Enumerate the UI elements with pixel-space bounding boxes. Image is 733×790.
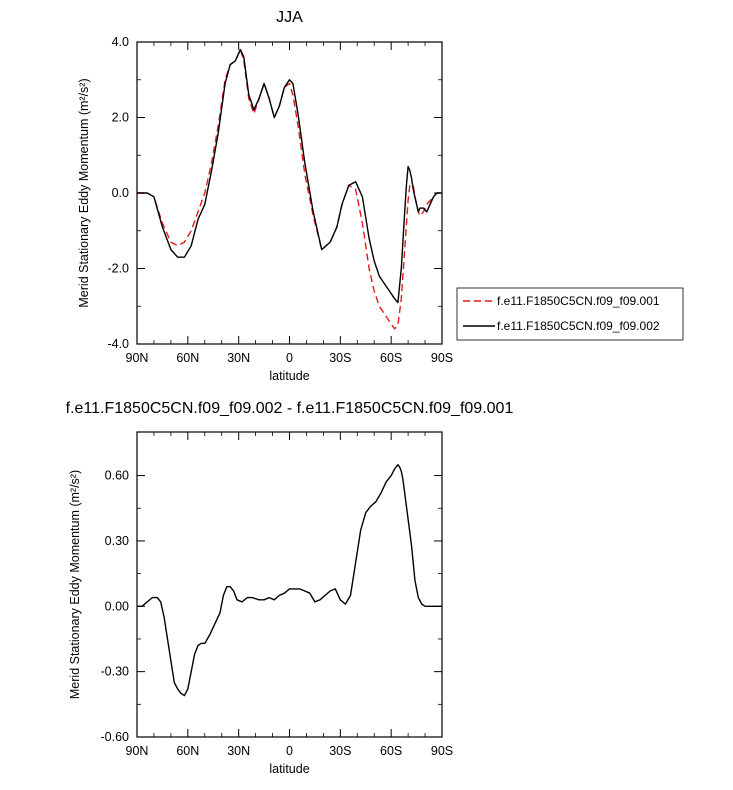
legend: f.e11.F1850C5CN.f09_f09.001 f.e11.F1850C5… [456, 287, 684, 341]
x-tick-label: 90S [431, 744, 453, 758]
y-tick-label: -2.0 [107, 262, 129, 276]
y-tick-label: 2.0 [112, 111, 129, 125]
y-tick-label: -0.30 [101, 665, 130, 679]
x-tick-label: 30N [227, 744, 250, 758]
x-axis-label: latitude [269, 762, 309, 776]
x-axis-label: latitude [269, 369, 309, 383]
x-tick-label: 30S [329, 351, 351, 365]
legend-entry: f.e11.F1850C5CN.f09_f09.002 [497, 319, 660, 333]
x-tick-label: 90N [126, 744, 149, 758]
y-axis-label: Merid Stationary Eddy Momentum (m²/s²) [77, 78, 91, 307]
x-tick-label: 90N [126, 351, 149, 365]
chart-title: f.e11.F1850C5CN.f09_f09.002 - f.e11.F185… [66, 400, 514, 417]
y-tick-label: 4.0 [112, 35, 129, 49]
y-tick-label: -4.0 [107, 337, 129, 351]
y-tick-label: 0.60 [105, 469, 129, 483]
legend-box [456, 287, 684, 341]
series-line-1 [137, 48, 442, 330]
y-tick-label: 0.30 [105, 534, 129, 548]
x-tick-label: 60N [176, 744, 199, 758]
series-line-2 [137, 48, 442, 304]
plot-frame [136, 41, 443, 345]
top-panel: JJA 90N 60N 30N 0 30S 60S 90S -4.0 -2.0 0.0 2.0 4.0 l… [77, 9, 453, 383]
bottom-panel: f.e11.F1850C5CN.f09_f09.002 - f.e11.F185… [66, 400, 514, 776]
y-tick-label: -0.60 [101, 730, 130, 744]
plot-frame [136, 431, 443, 738]
x-tick-label: 0 [286, 744, 293, 758]
y-tick-label: 0.00 [105, 599, 129, 613]
x-tick-label: 60S [380, 351, 402, 365]
x-tick-label: 30S [329, 744, 351, 758]
series-line-1 [137, 464, 442, 697]
x-tick-label: 60S [380, 744, 402, 758]
y-axis-label: Merid Stationary Eddy Momentum (m²/s²) [68, 470, 82, 699]
x-tick-label: 0 [286, 351, 293, 365]
x-tick-label: 30N [227, 351, 250, 365]
y-tick-label: 0.0 [112, 186, 129, 200]
legend-entry: f.e11.F1850C5CN.f09_f09.001 [497, 294, 660, 308]
x-tick-label: 90S [431, 351, 453, 365]
chart-title: JJA [276, 9, 303, 26]
x-tick-label: 60N [176, 351, 199, 365]
